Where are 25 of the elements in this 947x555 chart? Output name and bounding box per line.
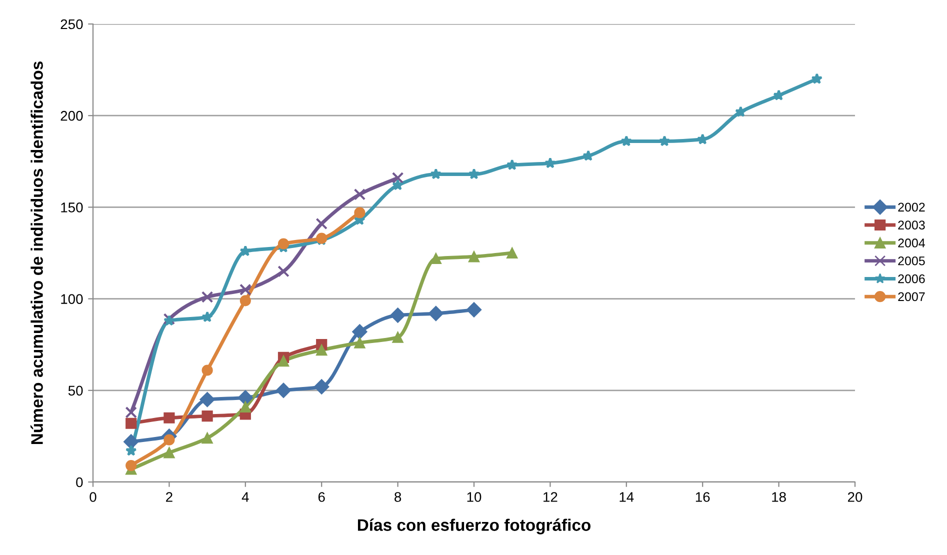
legend-label: 2005 <box>898 256 925 266</box>
legend-label: 2007 <box>898 292 925 302</box>
y-tick-label: 250 <box>60 19 83 30</box>
legend-label: 2004 <box>898 238 925 248</box>
y-tick-label: 0 <box>76 477 83 488</box>
legend-label: 2006 <box>898 274 925 284</box>
x-tick-label: 18 <box>772 492 786 502</box>
x-tick-label: 2 <box>166 492 172 502</box>
legend-label: 2002 <box>898 202 925 212</box>
x-tick-label: 14 <box>620 492 634 502</box>
x-tick-label: 16 <box>696 492 710 502</box>
x-tick-label: 4 <box>242 492 249 502</box>
y-tick-label: 150 <box>61 202 83 212</box>
x-tick-label: 8 <box>394 492 402 502</box>
y-tick-label: 100 <box>61 294 83 304</box>
x-tick-label: 10 <box>467 492 482 502</box>
x-tick-label: 0 <box>90 492 96 502</box>
y-tick-label: 200 <box>60 110 83 121</box>
x-tick-label: 6 <box>318 492 325 502</box>
y-axis-title: Número acumulativo de individuos identificados <box>30 62 43 444</box>
y-tick-label: 50 <box>68 386 83 396</box>
legend-label: 2003 <box>898 220 925 230</box>
x-tick-label: 20 <box>848 492 862 502</box>
x-axis-title: Días con esfuerzo fotográfico <box>358 518 591 534</box>
x-tick-label: 12 <box>544 492 558 502</box>
